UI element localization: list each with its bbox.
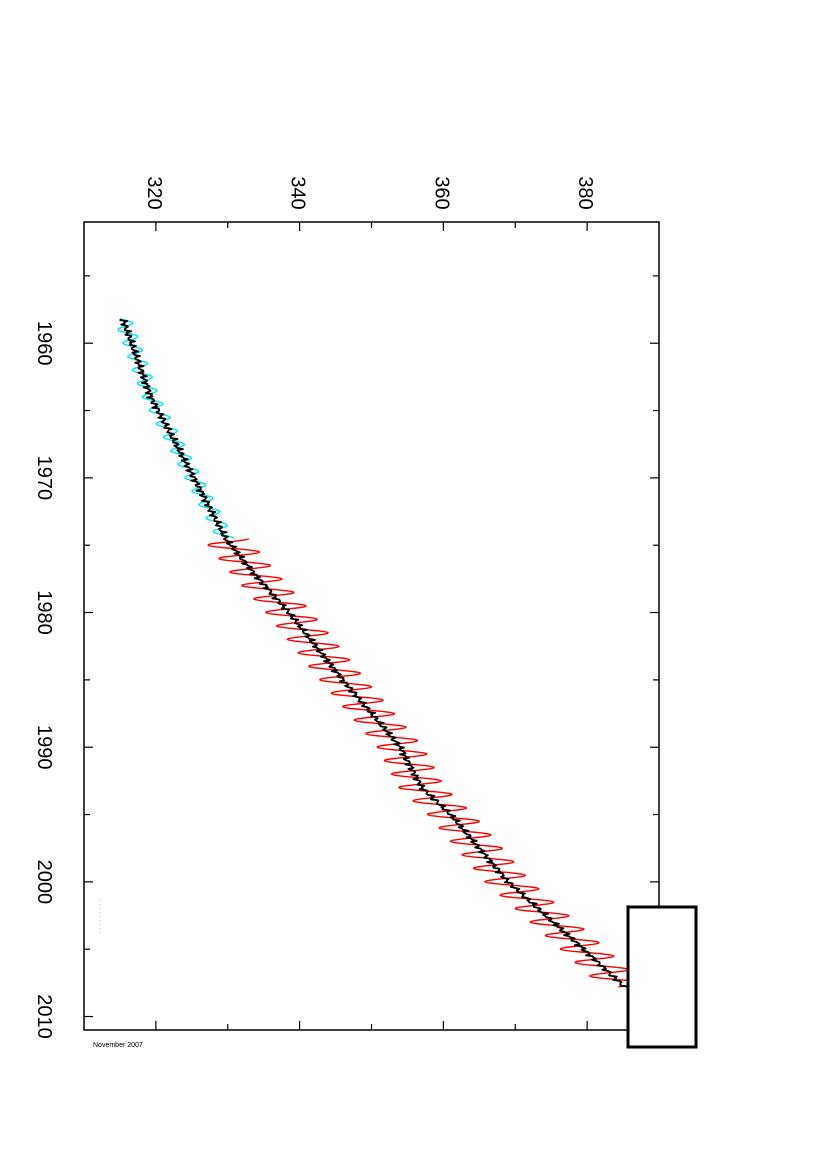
x-tick-label: 1960 bbox=[33, 321, 55, 366]
series-group bbox=[117, 318, 644, 988]
x-tick-labels: 1960 1970 1980 1990 2000 2010 bbox=[33, 321, 55, 1039]
y-tick-label: 360 bbox=[430, 176, 452, 209]
y-tick-label: 380 bbox=[574, 176, 596, 209]
x-tick-label: 2010 bbox=[33, 994, 55, 1039]
series-line-seasonal-cycle-late bbox=[207, 538, 644, 988]
y-tick-label: 320 bbox=[143, 176, 165, 209]
inset-box bbox=[626, 905, 698, 1049]
plot-frame bbox=[83, 221, 660, 1031]
x-tick-label: 2000 bbox=[33, 860, 55, 905]
y-tick-label: 340 bbox=[287, 176, 309, 209]
x-tick-label: 1970 bbox=[33, 456, 55, 501]
date-note: November 2007 bbox=[93, 1042, 143, 1049]
series-line-trend-line bbox=[119, 318, 629, 988]
axis-ticks bbox=[84, 222, 659, 1030]
x-tick-label: 1990 bbox=[33, 725, 55, 770]
y-tick-labels: 320 340 360 380 bbox=[143, 176, 596, 209]
x-tick-label: 1980 bbox=[33, 590, 55, 635]
